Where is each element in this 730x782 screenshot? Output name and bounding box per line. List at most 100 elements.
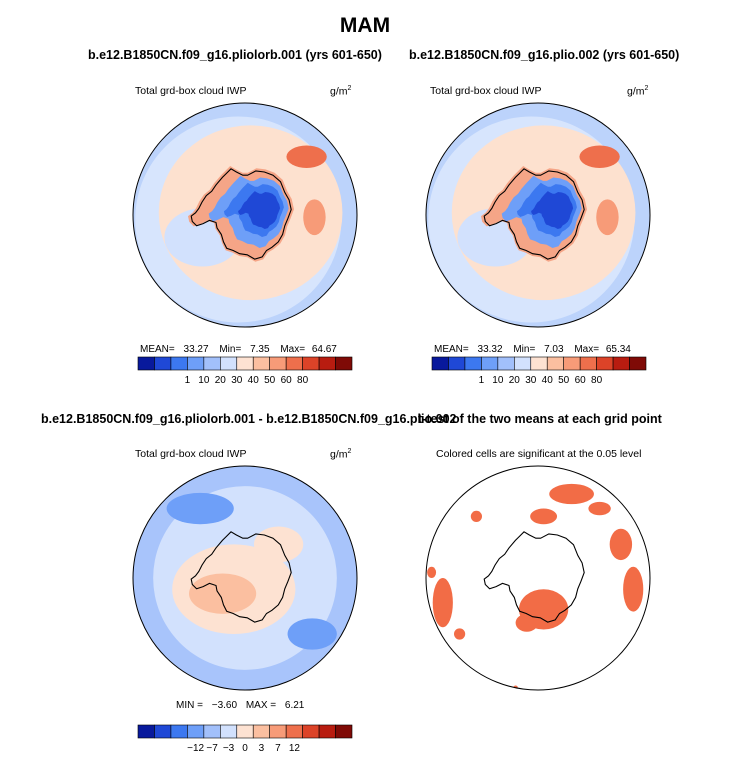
colorbar-label: 20: [509, 375, 521, 386]
colorbar-label: 10: [198, 375, 210, 386]
map-border: [132, 465, 358, 691]
colorbar-box: [236, 724, 254, 739]
significant-cell: [609, 528, 633, 561]
panel3-variable: Total grd-box cloud IWP: [135, 448, 247, 460]
colorbar-box: [252, 724, 270, 739]
colorbar-panel1: 1 10 20 30 40 50 60 80: [137, 356, 353, 386]
antarctica-coastline: [190, 168, 292, 260]
colorbar-box: [252, 356, 270, 371]
colorbar-box: [187, 724, 205, 739]
plateau-inner: [531, 191, 574, 229]
antarctica-coastline: [190, 531, 292, 623]
colorbar-box: [318, 724, 336, 739]
colorbar-box: [154, 724, 172, 739]
colorbar-box: [137, 724, 155, 739]
colorbar-label: 7: [275, 743, 281, 754]
diff-positive-core: [189, 573, 257, 614]
significant-cell: [432, 578, 453, 628]
antarctica-coastline: [483, 531, 585, 623]
colorbar-box: [203, 356, 221, 371]
colorbar-box: [335, 724, 353, 739]
map-border: [132, 102, 358, 328]
colorbar-box: [335, 356, 353, 371]
colorbar-label: −7: [206, 743, 218, 754]
colorbar-label: −3: [223, 743, 235, 754]
map-border: [425, 102, 651, 328]
significant-cell: [549, 483, 594, 505]
colorbar-box: [596, 356, 614, 371]
diff-negative: [287, 618, 337, 650]
colorbar-box: [220, 356, 238, 371]
colorbar-box: [497, 356, 515, 371]
colorbar-box: [154, 356, 172, 371]
colorbar-box: [170, 724, 188, 739]
panel2-stats: MEAN= 33.32 Min= 7.03 Max= 65.34: [434, 344, 631, 355]
colorbar-box: [269, 356, 287, 371]
panel4-title: t-test of the two means at each grid poi…: [418, 412, 662, 426]
map-panel-1: [132, 102, 358, 328]
colorbar-label: 0: [242, 743, 248, 754]
colorbar-label: 40: [542, 375, 554, 386]
panel1-stats: MEAN= 33.27 Min= 7.35 Max= 64.67: [140, 344, 337, 355]
significant-cell: [515, 613, 538, 632]
colorbar-box: [481, 356, 499, 371]
colorbar-box: [269, 724, 287, 739]
colorbar-label: 80: [297, 375, 309, 386]
colorbar-label: 20: [215, 375, 227, 386]
panel1-title: b.e12.B1850CN.f09_g16.pliolorb.001 (yrs …: [88, 48, 382, 62]
colorbar-label: 50: [264, 375, 276, 386]
significant-cell: [427, 566, 437, 579]
panel4-subtitle: Colored cells are significant at the 0.0…: [436, 448, 642, 460]
colorbar-box: [220, 724, 238, 739]
colorbar-label: 80: [591, 375, 603, 386]
colorbar-box: [318, 356, 336, 371]
significant-cell: [588, 501, 611, 516]
colorbar-label: 60: [575, 375, 587, 386]
colorbar-box: [170, 356, 188, 371]
colorbar-box: [302, 356, 320, 371]
colorbar-box: [236, 356, 254, 371]
map-panel-3: [132, 465, 358, 691]
colorbar-box: [302, 724, 320, 739]
colorbar-label: 60: [281, 375, 293, 386]
colorbar-box: [203, 724, 221, 739]
page-title: MAM: [339, 14, 391, 37]
map-border: [425, 465, 651, 691]
antarctica-coastline: [483, 168, 585, 260]
colorbar-box: [431, 356, 449, 371]
ocean-fill: [426, 466, 650, 690]
significant-cell: [454, 628, 466, 640]
colorbar-label: 30: [525, 375, 537, 386]
colorbar-box: [579, 356, 597, 371]
colorbar-box: [137, 356, 155, 371]
colorbar-box: [563, 356, 581, 371]
colorbar-label: 1: [479, 375, 485, 386]
colorbar-label: −12: [187, 743, 204, 754]
colorbar-label: 40: [248, 375, 260, 386]
panel3-title: b.e12.B1850CN.f09_g16.pliolorb.001 - b.e…: [41, 412, 457, 426]
map-panel-2: [425, 102, 651, 328]
coastal-max: [596, 199, 619, 236]
map-panel-4: [425, 465, 651, 691]
colorbar-label: 3: [259, 743, 265, 754]
colorbar-box: [530, 356, 548, 371]
panel1-variable: Total grd-box cloud IWP: [135, 85, 247, 97]
colorbar-label: 50: [558, 375, 570, 386]
panel2-variable: Total grd-box cloud IWP: [430, 85, 542, 97]
diff-positive: [253, 526, 304, 563]
significant-cell: [590, 678, 598, 684]
colorbar-label: 30: [231, 375, 243, 386]
significant-cell: [623, 566, 644, 612]
diff-negative: [166, 492, 234, 525]
colorbar-panel3: −12 −7 −3 0 3 7 12: [137, 724, 353, 754]
colorbar-box: [629, 356, 647, 371]
coastal-max: [286, 145, 327, 168]
colorbar-box: [448, 356, 466, 371]
colorbar-box: [285, 356, 303, 371]
panel3-stats: MIN = −3.60 MAX = 6.21: [176, 700, 305, 711]
panel3-units: g/m2: [330, 448, 352, 461]
plateau-inner: [238, 191, 281, 229]
panel2-units: g/m2: [627, 85, 649, 98]
colorbar-box: [612, 356, 630, 371]
